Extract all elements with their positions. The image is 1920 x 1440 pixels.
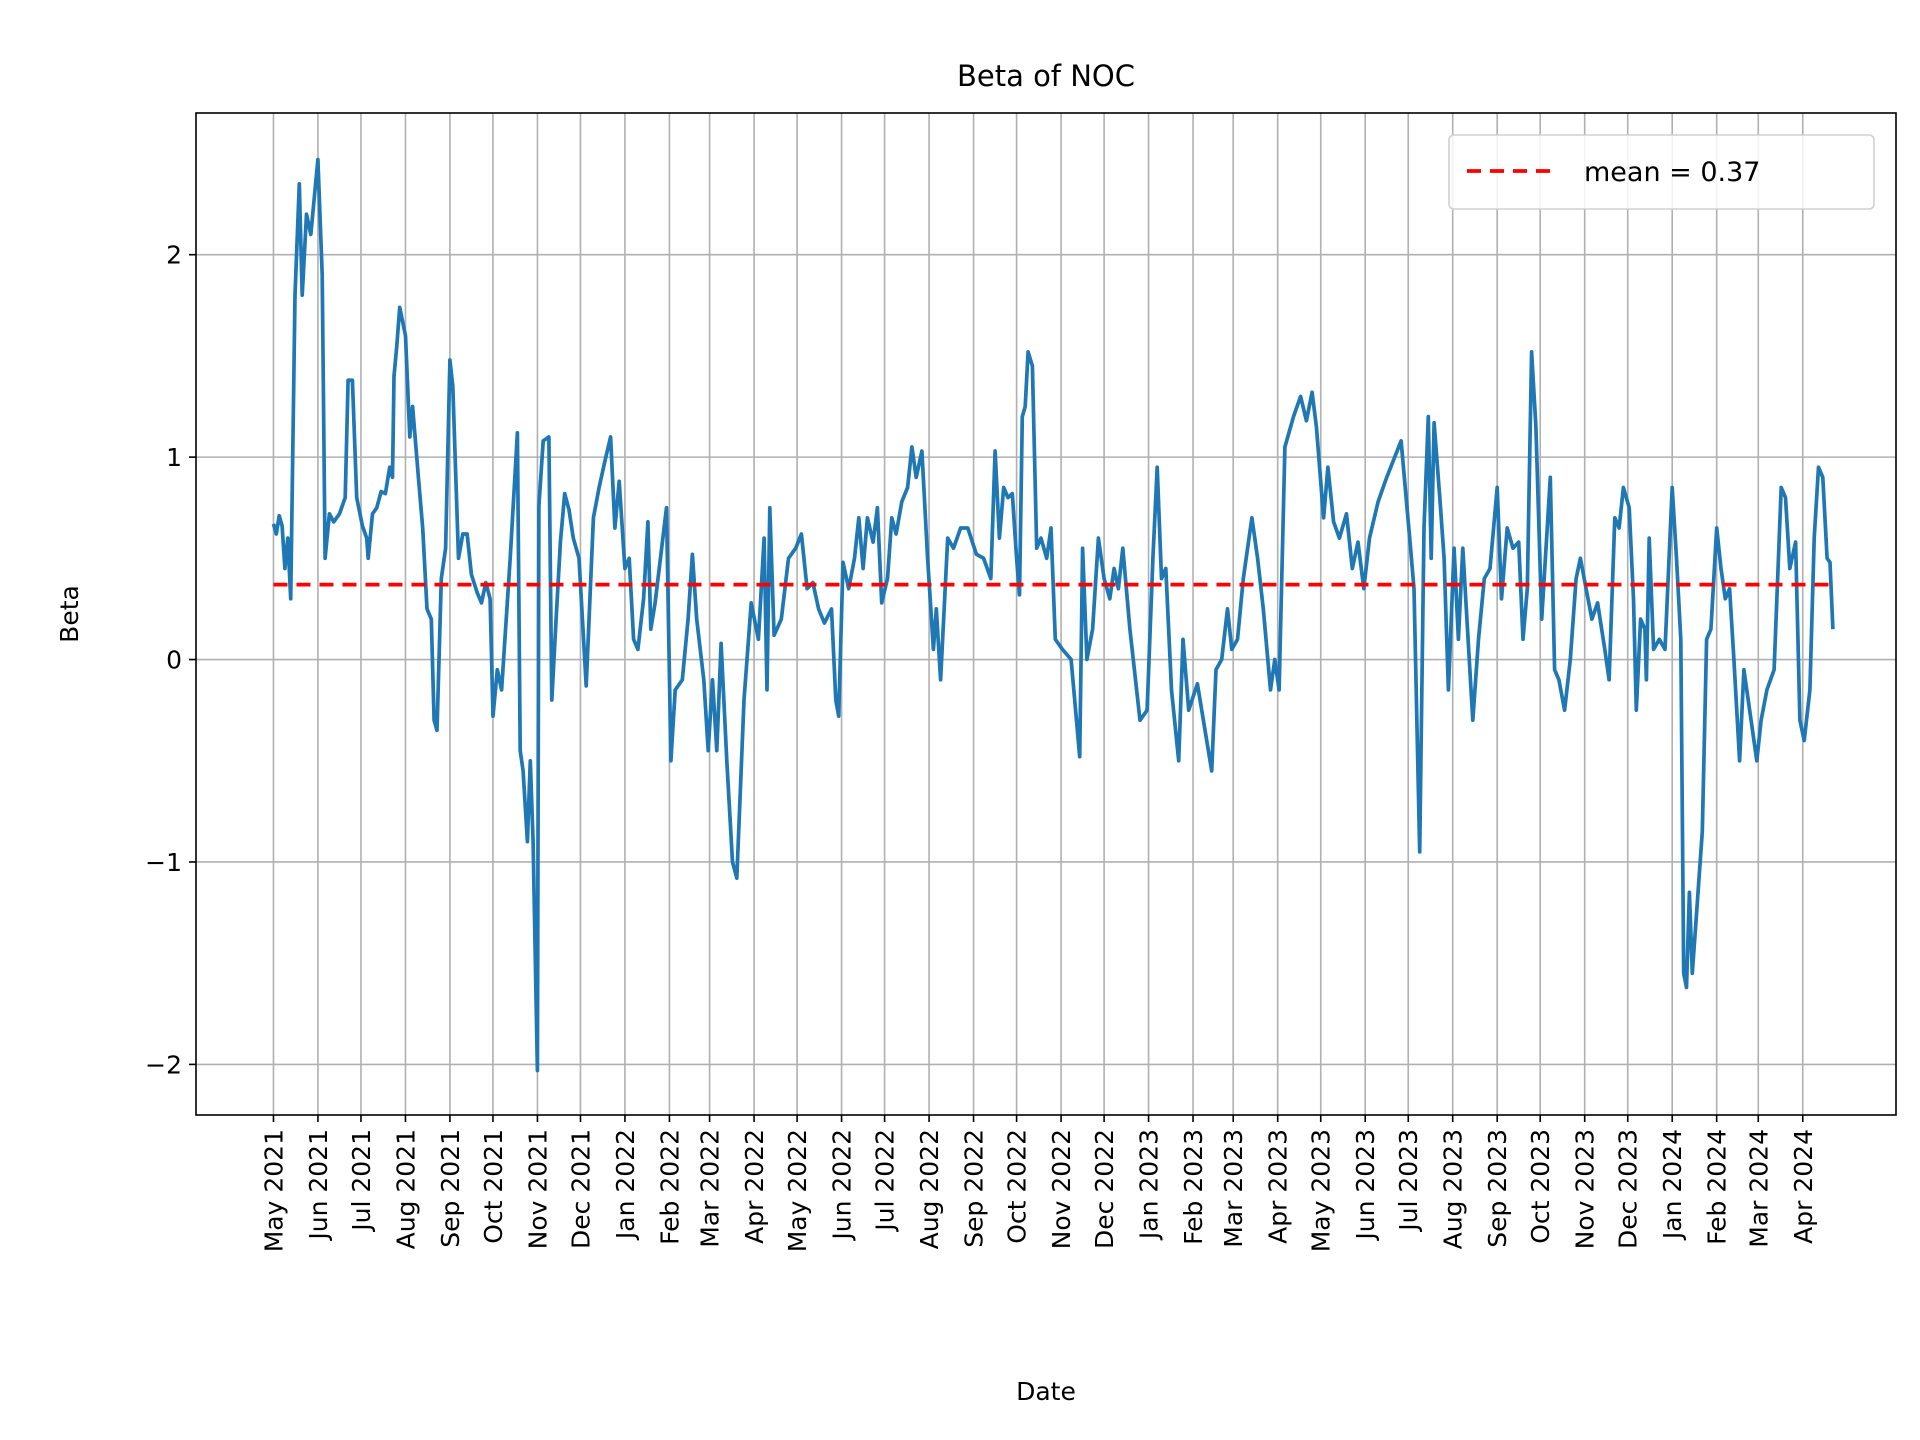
x-tick-label: Dec 2021 xyxy=(566,1129,595,1249)
y-tick-label: 1 xyxy=(166,443,182,472)
x-tick-label: Aug 2021 xyxy=(391,1129,420,1249)
y-tick-label: −2 xyxy=(145,1050,182,1079)
x-tick-label: Feb 2022 xyxy=(655,1129,684,1245)
x-tick-label: Jan 2022 xyxy=(611,1129,640,1241)
x-tick-label: Oct 2022 xyxy=(1003,1129,1032,1244)
x-tick-label: Mar 2022 xyxy=(696,1129,725,1248)
x-tick-label: Apr 2024 xyxy=(1789,1129,1818,1244)
x-tick-label: Jun 2022 xyxy=(828,1129,857,1242)
x-tick-label: Jan 2023 xyxy=(1135,1129,1164,1241)
x-tick-label: Aug 2023 xyxy=(1439,1129,1468,1249)
x-tick-label: Jul 2023 xyxy=(1394,1129,1423,1233)
x-axis-label: Date xyxy=(1016,1377,1076,1406)
x-tick-label: Sep 2023 xyxy=(1483,1129,1512,1248)
x-tick-label: Aug 2022 xyxy=(915,1129,944,1249)
y-tick-label: 0 xyxy=(166,646,182,675)
x-tick-label: Jun 2021 xyxy=(304,1129,333,1242)
x-tick-label: Oct 2023 xyxy=(1526,1129,1555,1244)
chart-title: Beta of NOC xyxy=(957,59,1135,93)
x-tick-label: Jan 2024 xyxy=(1658,1129,1687,1241)
x-tick-label: May 2023 xyxy=(1307,1129,1336,1252)
x-tick-label: May 2021 xyxy=(259,1129,288,1252)
x-tick-label: Jun 2023 xyxy=(1351,1129,1380,1242)
y-axis-label: Beta xyxy=(55,585,84,643)
x-axis-ticks: May 2021 Jun 2021 Jul 2021 Aug 2021 Sep 2021… xyxy=(259,1115,1818,1252)
grid xyxy=(196,113,1896,1115)
x-tick-label: Oct 2021 xyxy=(479,1129,508,1244)
x-tick-label: Nov 2023 xyxy=(1571,1129,1600,1249)
x-tick-label: Nov 2021 xyxy=(523,1129,552,1249)
x-tick-label: Feb 2024 xyxy=(1703,1129,1732,1245)
y-tick-label: 2 xyxy=(166,241,182,270)
x-tick-label: Feb 2023 xyxy=(1179,1129,1208,1245)
y-axis-ticks: −2 −1 0 1 2 xyxy=(145,241,196,1079)
x-tick-label: Dec 2022 xyxy=(1090,1129,1119,1249)
x-tick-label: May 2022 xyxy=(783,1129,812,1252)
x-tick-label: Sep 2022 xyxy=(960,1129,989,1248)
y-tick-label: −1 xyxy=(145,848,182,877)
x-tick-label: Apr 2023 xyxy=(1264,1129,1293,1244)
legend: mean = 0.37 xyxy=(1448,134,1875,210)
x-tick-label: Sep 2021 xyxy=(436,1129,465,1248)
legend-mean-label: mean = 0.37 xyxy=(1584,157,1760,188)
plot-frame xyxy=(195,112,1897,1116)
legend-box xyxy=(1448,134,1875,210)
beta-series-line xyxy=(271,157,1835,1073)
x-tick-label: Jul 2022 xyxy=(871,1129,900,1233)
x-tick-label: Nov 2022 xyxy=(1047,1129,1076,1249)
x-tick-label: Mar 2023 xyxy=(1219,1129,1248,1248)
x-tick-label: Dec 2023 xyxy=(1614,1129,1643,1249)
x-tick-label: Mar 2024 xyxy=(1744,1129,1773,1248)
x-tick-label: Jul 2021 xyxy=(347,1129,376,1233)
x-tick-label: Apr 2022 xyxy=(740,1129,769,1244)
